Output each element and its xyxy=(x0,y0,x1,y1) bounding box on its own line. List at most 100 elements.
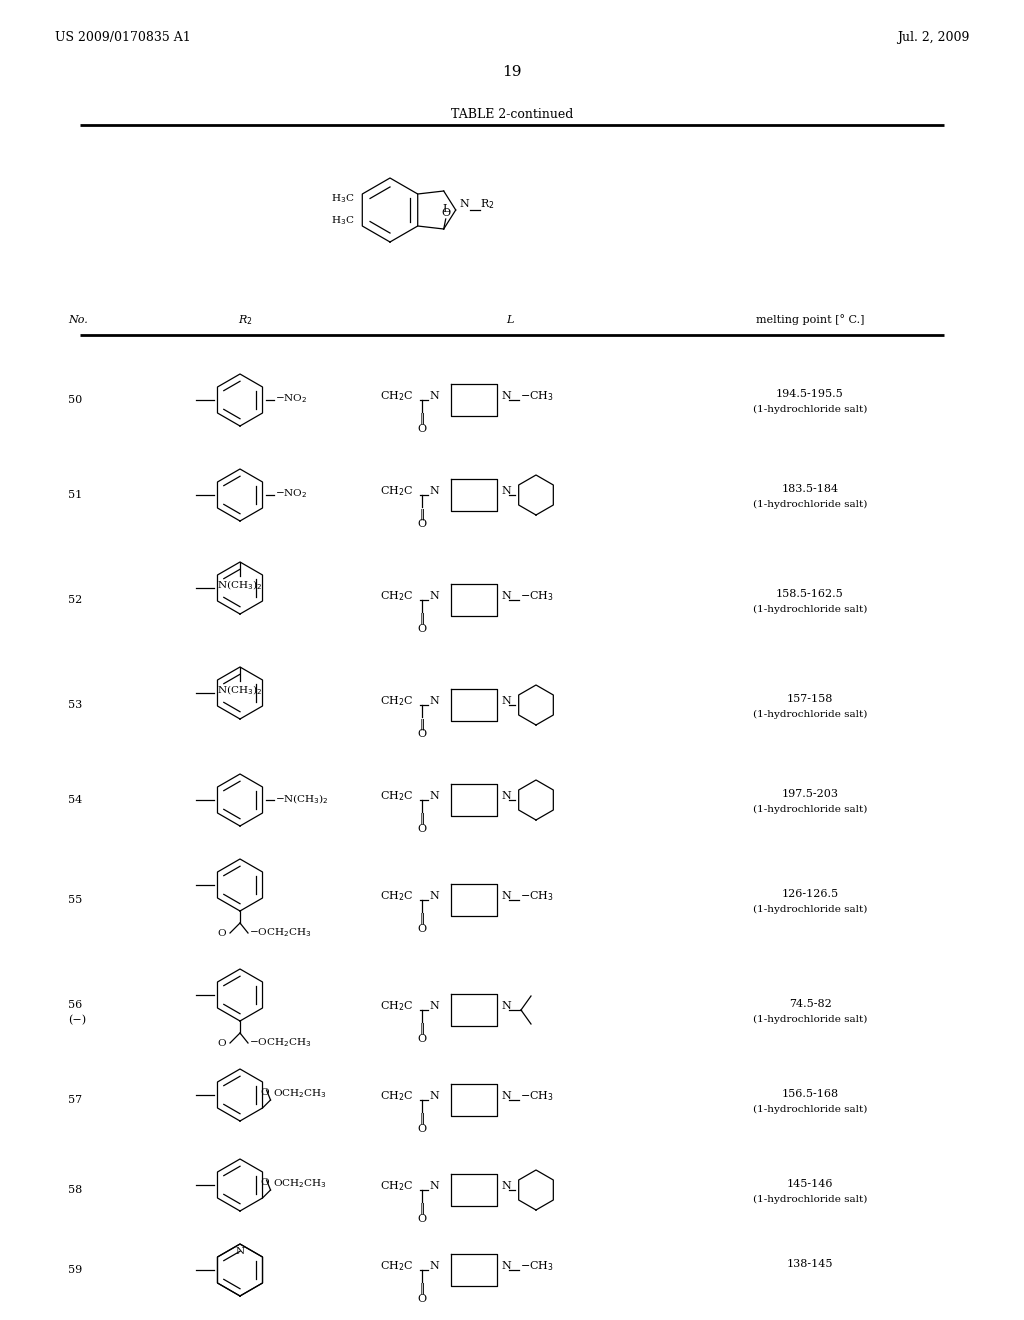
Text: CH$_2$C: CH$_2$C xyxy=(380,1259,414,1272)
Text: L: L xyxy=(506,315,514,325)
Text: 126-126.5: 126-126.5 xyxy=(781,888,839,899)
Text: (1-hydrochloride salt): (1-hydrochloride salt) xyxy=(753,804,867,813)
Text: (1-hydrochloride salt): (1-hydrochloride salt) xyxy=(753,605,867,614)
Text: CH$_2$C: CH$_2$C xyxy=(380,1089,414,1104)
Text: ‖: ‖ xyxy=(419,1113,425,1125)
Text: 52: 52 xyxy=(68,595,82,605)
Text: CH$_2$C: CH$_2$C xyxy=(380,694,414,708)
Text: 74.5-82: 74.5-82 xyxy=(788,999,831,1008)
Text: ‖: ‖ xyxy=(419,508,425,520)
Text: 157-158: 157-158 xyxy=(786,694,834,704)
Text: (1-hydrochloride salt): (1-hydrochloride salt) xyxy=(753,1015,867,1023)
Text: O: O xyxy=(418,924,427,935)
Text: N: N xyxy=(429,1092,438,1101)
Text: N: N xyxy=(429,391,438,401)
Text: N: N xyxy=(429,486,438,496)
Text: N: N xyxy=(429,1001,438,1011)
Text: O: O xyxy=(441,209,451,218)
Text: $-$OCH$_2$CH$_3$: $-$OCH$_2$CH$_3$ xyxy=(249,1036,311,1049)
Text: N: N xyxy=(501,1261,511,1271)
Text: CH$_2$C: CH$_2$C xyxy=(380,589,414,603)
Text: O: O xyxy=(418,1125,427,1134)
Text: ‖: ‖ xyxy=(419,1203,425,1214)
Text: CH$_2$C: CH$_2$C xyxy=(380,389,414,403)
Text: O: O xyxy=(260,1088,269,1097)
Text: 156.5-168: 156.5-168 xyxy=(781,1089,839,1100)
Text: CH$_2$C: CH$_2$C xyxy=(380,789,414,803)
Text: N: N xyxy=(429,1261,438,1271)
Text: $-$CH$_3$: $-$CH$_3$ xyxy=(520,890,554,903)
Text: O: O xyxy=(217,928,226,937)
Text: CH$_2$C: CH$_2$C xyxy=(380,890,414,903)
Text: ‖: ‖ xyxy=(419,612,425,624)
Text: N(CH$_3$)$_2$: N(CH$_3$)$_2$ xyxy=(217,578,262,591)
Text: 158.5-162.5: 158.5-162.5 xyxy=(776,589,844,599)
Text: $-$CH$_3$: $-$CH$_3$ xyxy=(520,389,554,403)
Text: $-$CH$_3$: $-$CH$_3$ xyxy=(520,1259,554,1272)
Text: N: N xyxy=(236,1247,245,1257)
Text: N: N xyxy=(501,1092,511,1101)
Text: No.: No. xyxy=(68,315,88,325)
Text: N: N xyxy=(501,791,511,801)
Text: 19: 19 xyxy=(502,65,522,79)
Text: O: O xyxy=(260,1177,269,1187)
Text: (1-hydrochloride salt): (1-hydrochloride salt) xyxy=(753,1195,867,1204)
Text: N: N xyxy=(429,1181,438,1191)
Text: O: O xyxy=(418,824,427,834)
Text: R$_2$: R$_2$ xyxy=(238,313,252,327)
Text: N: N xyxy=(501,696,511,706)
Text: N: N xyxy=(429,891,438,902)
Text: ‖: ‖ xyxy=(419,1283,425,1295)
Text: O: O xyxy=(418,624,427,634)
Text: O: O xyxy=(418,1034,427,1044)
Text: N: N xyxy=(501,891,511,902)
Text: H$_3$C: H$_3$C xyxy=(331,215,354,227)
Text: 55: 55 xyxy=(68,895,82,906)
Text: N: N xyxy=(501,486,511,496)
Text: N: N xyxy=(501,391,511,401)
Text: 53: 53 xyxy=(68,700,82,710)
Text: O: O xyxy=(418,1214,427,1224)
Text: OCH$_2$CH$_3$: OCH$_2$CH$_3$ xyxy=(272,1088,327,1101)
Text: O: O xyxy=(418,1294,427,1304)
Text: (1-hydrochloride salt): (1-hydrochloride salt) xyxy=(753,404,867,413)
Text: 50: 50 xyxy=(68,395,82,405)
Text: CH$_2$C: CH$_2$C xyxy=(380,484,414,498)
Text: ‖: ‖ xyxy=(419,1023,425,1035)
Text: $-$OCH$_2$CH$_3$: $-$OCH$_2$CH$_3$ xyxy=(249,927,311,940)
Text: N: N xyxy=(429,591,438,601)
Text: 57: 57 xyxy=(68,1096,82,1105)
Text: N: N xyxy=(460,199,469,209)
Text: 56: 56 xyxy=(68,1001,82,1010)
Text: 138-145: 138-145 xyxy=(786,1259,834,1269)
Text: 58: 58 xyxy=(68,1185,82,1195)
Text: 54: 54 xyxy=(68,795,82,805)
Text: N: N xyxy=(429,696,438,706)
Text: $-$CH$_3$: $-$CH$_3$ xyxy=(520,1089,554,1104)
Text: O: O xyxy=(418,729,427,739)
Text: 194.5-195.5: 194.5-195.5 xyxy=(776,389,844,399)
Text: N(CH$_3$)$_2$: N(CH$_3$)$_2$ xyxy=(217,682,262,697)
Text: OCH$_2$CH$_3$: OCH$_2$CH$_3$ xyxy=(272,1177,327,1191)
Text: R$_2$: R$_2$ xyxy=(479,197,495,211)
Text: melting point [° C.]: melting point [° C.] xyxy=(756,314,864,326)
Text: H$_3$C: H$_3$C xyxy=(331,193,354,206)
Text: O: O xyxy=(217,1039,226,1048)
Text: ‖: ‖ xyxy=(419,718,425,730)
Text: N: N xyxy=(501,1181,511,1191)
Text: $-$CH$_3$: $-$CH$_3$ xyxy=(520,589,554,603)
Text: ‖: ‖ xyxy=(419,413,425,425)
Text: (1-hydrochloride salt): (1-hydrochloride salt) xyxy=(753,1105,867,1114)
Text: N: N xyxy=(429,791,438,801)
Text: 183.5-184: 183.5-184 xyxy=(781,484,839,494)
Text: O: O xyxy=(418,424,427,434)
Text: US 2009/0170835 A1: US 2009/0170835 A1 xyxy=(55,32,190,45)
Text: O: O xyxy=(418,519,427,529)
Text: 145-146: 145-146 xyxy=(786,1179,834,1189)
Text: Jul. 2, 2009: Jul. 2, 2009 xyxy=(897,32,969,45)
Text: $-$NO$_2$: $-$NO$_2$ xyxy=(275,392,307,405)
Text: (1-hydrochloride salt): (1-hydrochloride salt) xyxy=(753,709,867,718)
Text: ‖: ‖ xyxy=(419,813,425,825)
Text: (−): (−) xyxy=(68,1015,86,1026)
Text: (1-hydrochloride salt): (1-hydrochloride salt) xyxy=(753,904,867,913)
